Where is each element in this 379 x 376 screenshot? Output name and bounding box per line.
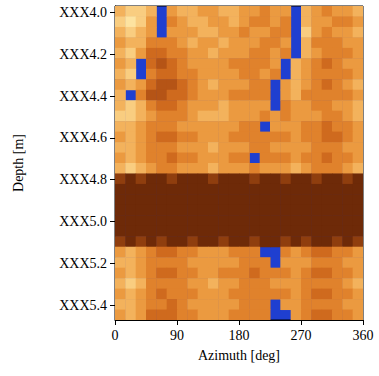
- svg-text:XXX4.6: XXX4.6: [59, 130, 107, 145]
- svg-text:Azimuth [deg]: Azimuth [deg]: [198, 348, 280, 363]
- svg-text:XXX5.0: XXX5.0: [59, 214, 107, 229]
- svg-text:180: 180: [229, 328, 250, 343]
- svg-text:90: 90: [170, 328, 184, 343]
- svg-text:XXX5.2: XXX5.2: [59, 256, 107, 271]
- svg-text:XXX4.0: XXX4.0: [59, 5, 107, 20]
- svg-text:XXX4.2: XXX4.2: [59, 47, 107, 62]
- svg-text:270: 270: [291, 328, 312, 343]
- svg-text:XXX5.4: XXX5.4: [59, 298, 107, 313]
- svg-text:XXX4.4: XXX4.4: [59, 89, 107, 104]
- svg-text:0: 0: [112, 328, 119, 343]
- svg-text:360: 360: [353, 328, 374, 343]
- svg-text:XXX4.8: XXX4.8: [59, 172, 107, 187]
- svg-text:Depth [m]: Depth [m]: [11, 134, 26, 192]
